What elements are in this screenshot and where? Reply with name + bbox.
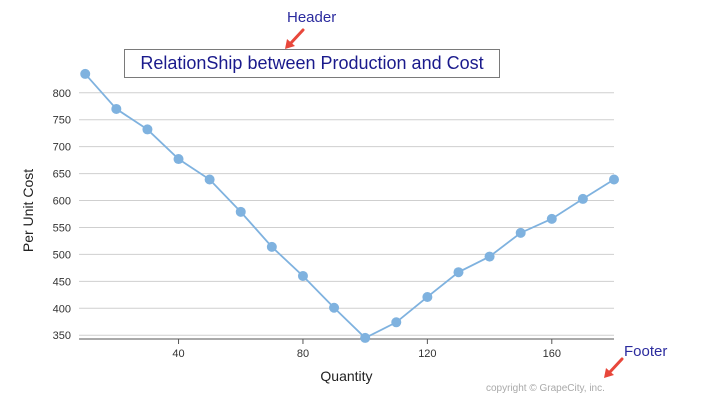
- data-point: [360, 332, 371, 343]
- x-tick-label: 160: [543, 348, 561, 360]
- footer-callout-label: Footer: [624, 343, 668, 360]
- data-point: [142, 124, 153, 135]
- x-tick-label: 120: [418, 348, 436, 360]
- chart-footer: copyright © GrapeCity, inc.: [486, 383, 605, 394]
- data-point: [484, 251, 495, 262]
- y-tick-label: 500: [53, 249, 71, 261]
- data-point: [111, 103, 122, 114]
- series-line: [84, 73, 615, 340]
- data-point: [329, 302, 340, 313]
- data-point: [422, 291, 433, 302]
- y-tick-label: 600: [53, 196, 71, 208]
- y-tick-label: 800: [53, 88, 71, 100]
- header-arrow-icon: [285, 28, 305, 49]
- x-tick-label: 80: [297, 348, 309, 360]
- data-point: [204, 174, 215, 185]
- data-point: [391, 317, 402, 328]
- data-point: [609, 174, 619, 185]
- data-point: [515, 227, 526, 238]
- y-tick-label: 400: [53, 303, 71, 315]
- y-tick-label: 650: [53, 169, 71, 181]
- data-point: [173, 154, 184, 165]
- y-axis-title: Per Unit Cost: [20, 169, 36, 252]
- y-tick-label: 350: [53, 330, 71, 342]
- data-point: [297, 270, 308, 281]
- y-tick-label: 700: [53, 142, 71, 154]
- data-point: [453, 267, 464, 278]
- data-point: [266, 241, 277, 252]
- footer-arrow-icon: [604, 357, 624, 378]
- y-tick-label: 450: [53, 276, 71, 288]
- x-tick-label: 40: [172, 348, 184, 360]
- chart-title: RelationShip between Production and Cost: [124, 49, 500, 78]
- header-callout-label: Header: [287, 9, 337, 26]
- x-axis-title: Quantity: [320, 368, 372, 384]
- data-point: [577, 193, 588, 204]
- y-tick-label: 750: [53, 115, 71, 127]
- data-point: [546, 213, 557, 224]
- y-tick-label: 550: [53, 222, 71, 234]
- data-point: [235, 206, 246, 217]
- data-point: [80, 68, 91, 79]
